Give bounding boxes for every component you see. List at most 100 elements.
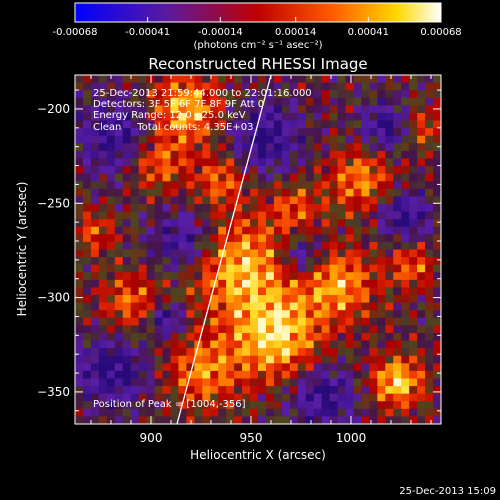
heatmap-cell (265, 279, 275, 289)
heatmap-cell (305, 332, 315, 342)
heatmap-cell (409, 272, 418, 281)
heatmap-cell (281, 249, 291, 258)
heatmap-cell (361, 219, 370, 228)
heatmap-cell (194, 332, 203, 342)
heatmap-cell (345, 105, 355, 114)
heatmap-cell (202, 219, 211, 228)
heatmap-cell (170, 272, 180, 281)
heatmap-cell (409, 166, 418, 175)
heatmap-cell (377, 143, 386, 152)
heatmap-cell (218, 234, 227, 243)
heatmap-cell (202, 135, 211, 144)
heatmap-cell (393, 128, 402, 137)
heatmap-cell (417, 340, 426, 349)
heatmap-cell (162, 82, 172, 91)
heatmap-cell (250, 158, 259, 167)
heatmap-cell (130, 181, 140, 190)
heatmap-cell (210, 317, 219, 326)
heatmap-cell (146, 325, 156, 334)
heatmap-cell (345, 143, 355, 152)
heatmap-cell (273, 105, 283, 114)
heatmap-cell (138, 166, 148, 175)
heatmap-cell (122, 234, 132, 243)
heatmap-cell (154, 249, 164, 258)
heatmap-cell (90, 310, 100, 319)
heatmap-cell (417, 219, 426, 228)
heatmap-cell (170, 279, 180, 289)
heatmap-cell (273, 166, 283, 175)
heatmap-cell (305, 105, 315, 114)
heatmap-cell (122, 386, 132, 395)
heatmap-cell (321, 363, 331, 372)
heatmap-cell (98, 287, 108, 296)
heatmap-cell (385, 211, 394, 220)
heatmap-cell (90, 150, 100, 160)
heatmap-cell (194, 105, 203, 114)
heatmap-cell (186, 112, 195, 122)
heatmap-cell (218, 128, 227, 137)
heatmap-cell (425, 264, 434, 273)
heatmap-cell (281, 408, 291, 418)
heatmap-cell (82, 408, 92, 418)
heatmap-cell (170, 105, 180, 114)
heatmap-cell (154, 226, 164, 235)
heatmap-cell (130, 295, 140, 304)
heatmap-cell (289, 226, 299, 235)
heatmap-cell (162, 166, 172, 175)
heatmap-cell (146, 234, 156, 243)
heatmap-cell (178, 317, 187, 326)
heatmap-cell (393, 386, 402, 395)
heatmap-cell (178, 219, 187, 228)
heatmap-cell (90, 105, 100, 114)
heatmap-cell (433, 241, 441, 251)
heatmap-cell (265, 249, 275, 258)
heatmap-cell (75, 249, 84, 258)
heatmap-cell (194, 241, 203, 251)
heatmap-cell (146, 173, 156, 182)
heatmap-cell (98, 325, 108, 334)
heatmap-cell (114, 196, 124, 205)
heatmap-cell (122, 249, 132, 258)
heatmap-cell (409, 82, 418, 91)
heatmap-cell (130, 203, 140, 213)
heatmap-cell (433, 234, 441, 243)
colorbar-ticks: -0.00068 -0.00041 -0.00014 0.00014 0.00041 0.… (53, 17, 462, 38)
heatmap-cell (170, 302, 180, 311)
heatmap-cell (258, 257, 267, 266)
heatmap-cell (210, 302, 219, 311)
heatmap-cell (353, 211, 363, 220)
heatmap-cell (75, 401, 84, 410)
heatmap-cell (98, 272, 108, 281)
heatmap-cell (130, 272, 140, 281)
heatmap-cell (369, 302, 378, 311)
heatmap-cell (409, 295, 418, 304)
heatmap-cell (186, 90, 195, 99)
heatmap-cell (273, 363, 283, 372)
heatmap-cell (82, 219, 92, 228)
heatmap-cell (345, 82, 355, 91)
heatmap-cell (186, 203, 195, 213)
heatmap-cell (98, 97, 108, 106)
heatmap-cell (297, 97, 307, 106)
heatmap-cell (234, 295, 243, 304)
heatmap-cell (409, 97, 418, 106)
heatmap-cell (313, 158, 323, 167)
heatmap-cell (265, 188, 275, 197)
heatmap-cell (218, 355, 227, 364)
heatmap-cell (202, 128, 211, 137)
heatmap-cell (417, 112, 426, 122)
heatmap-cell (393, 378, 402, 387)
heatmap-cell (385, 97, 394, 106)
heatmap-cell (178, 226, 187, 235)
heatmap-cell (401, 158, 410, 167)
heatmap-cell (329, 317, 339, 326)
heatmap-cell (146, 188, 156, 197)
heatmap-cell (258, 249, 267, 258)
heatmap-cell (265, 317, 275, 326)
heatmap-cell (409, 302, 418, 311)
heatmap-cell (226, 158, 235, 167)
heatmap-cell (226, 82, 235, 91)
heatmap-cell (425, 325, 434, 334)
heatmap-cell (90, 348, 100, 357)
x-tick-label: 900 (140, 431, 163, 445)
